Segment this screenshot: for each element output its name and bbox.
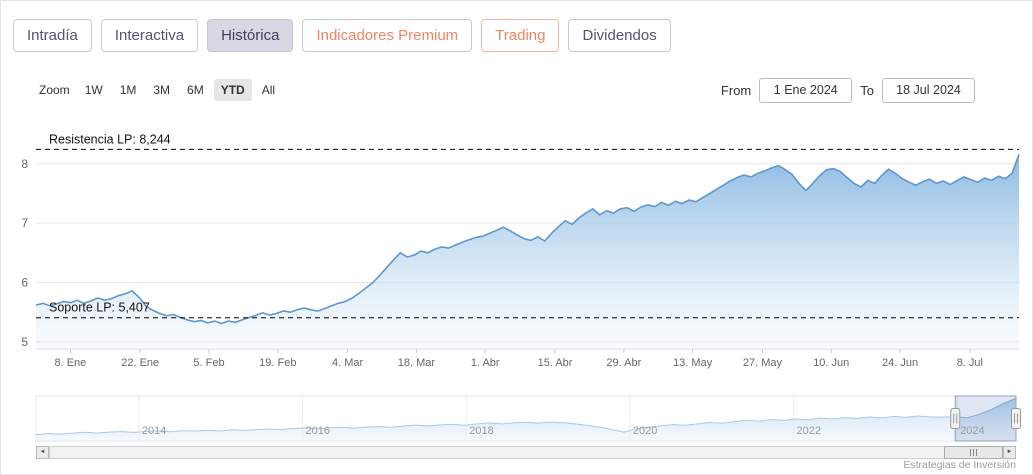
zoom-label: Zoom xyxy=(39,83,70,97)
navigator-year-label: 2014 xyxy=(142,425,166,437)
navigator-year-label: 2022 xyxy=(797,425,821,437)
annotation-label-1: Soporte LP: 5,407 xyxy=(49,301,150,315)
tab-intradia[interactable]: Intradía xyxy=(13,19,92,52)
zoom-1m-button[interactable]: 1M xyxy=(113,79,144,101)
navigator-chart[interactable]: 2014 2016 2018 2020 2022 2024 xyxy=(1,395,1033,445)
x-tick-label: 15. Abr xyxy=(538,357,573,369)
y-tick-label: 7 xyxy=(21,216,28,230)
x-tick-label: 22. Ene xyxy=(121,357,159,369)
annotation-label-0: Resistencia LP: 8,244 xyxy=(49,132,171,146)
price-line xyxy=(35,154,1020,325)
y-tick-label: 6 xyxy=(21,276,28,290)
navigator-year-label: 2018 xyxy=(469,425,493,437)
scrollbar-thumb[interactable] xyxy=(943,446,1003,459)
main-price-chart[interactable]: 5 6 7 8 8. Ene 22. Ene 5. Feb 19. Feb 4. Mar 18. … xyxy=(1,105,1033,395)
x-tick-label: 13. May xyxy=(673,357,713,369)
x-tick-label: 19. Feb xyxy=(259,357,296,369)
from-date-input[interactable] xyxy=(759,77,853,103)
x-tick-label: 27. May xyxy=(743,357,783,369)
navigator-year-label: 2024 xyxy=(960,425,984,437)
x-tick-label: 5. Feb xyxy=(193,357,224,369)
zoom-group: Zoom 1W 1M 3M 6M YTD All xyxy=(39,79,282,101)
scrollbar-track[interactable] xyxy=(49,446,1003,459)
tab-dividendos[interactable]: Dividendos xyxy=(568,19,671,52)
x-tick-label: 18. Mar xyxy=(398,357,436,369)
range-selector: Zoom 1W 1M 3M 6M YTD All From To xyxy=(1,77,1032,103)
y-tick-label: 8 xyxy=(21,157,28,171)
from-label: From xyxy=(720,82,752,98)
x-tick-label: 10. Jun xyxy=(813,357,849,369)
zoom-6m-button[interactable]: 6M xyxy=(180,79,211,101)
tab-indicadores-premium[interactable]: Indicadores Premium xyxy=(302,19,473,52)
navigator-line xyxy=(35,398,1017,436)
chart-credit: Estrategias de Inversión xyxy=(903,459,1016,471)
x-tick-label: 8. Jul xyxy=(957,357,983,369)
navigator-handle-icon[interactable] xyxy=(1011,408,1021,429)
y-tick-label: 5 xyxy=(21,335,28,349)
navigator-handle-icon[interactable] xyxy=(950,408,961,429)
chart-scrollbar[interactable]: ◄ ► xyxy=(36,446,1016,459)
x-tick-label: 24. Jun xyxy=(882,357,918,369)
navigator-year-label: 2020 xyxy=(633,425,657,437)
tab-trading[interactable]: Trading xyxy=(481,19,560,52)
scrollbar-right-arrow-icon[interactable]: ► xyxy=(1003,446,1016,459)
zoom-all-button[interactable]: All xyxy=(255,79,282,101)
price-area xyxy=(36,154,1019,349)
navigator-mask xyxy=(36,396,956,441)
navigator-selection[interactable] xyxy=(954,395,1017,442)
navigator-area xyxy=(36,398,1016,441)
date-range-group: From To xyxy=(720,77,975,103)
x-tick-label: 8. Ene xyxy=(54,357,86,369)
zoom-3m-button[interactable]: 3M xyxy=(146,79,177,101)
zoom-ytd-button[interactable]: YTD xyxy=(213,79,252,101)
tab-interactiva[interactable]: Interactiva xyxy=(100,19,199,52)
scrollbar-left-arrow-icon[interactable]: ◄ xyxy=(36,446,49,459)
to-label: To xyxy=(860,82,874,98)
chart-tabs: Intradía Interactiva Histórica Indicador… xyxy=(13,19,671,52)
to-date-input[interactable] xyxy=(882,77,975,103)
zoom-1w-button[interactable]: 1W xyxy=(78,79,110,101)
x-tick-label: 1. Abr xyxy=(471,357,500,369)
x-tick-label: 4. Mar xyxy=(332,357,364,369)
navigator-year-label: 2016 xyxy=(306,425,330,437)
x-tick-label: 29. Abr xyxy=(606,357,641,369)
tab-historica[interactable]: Histórica xyxy=(207,19,294,52)
